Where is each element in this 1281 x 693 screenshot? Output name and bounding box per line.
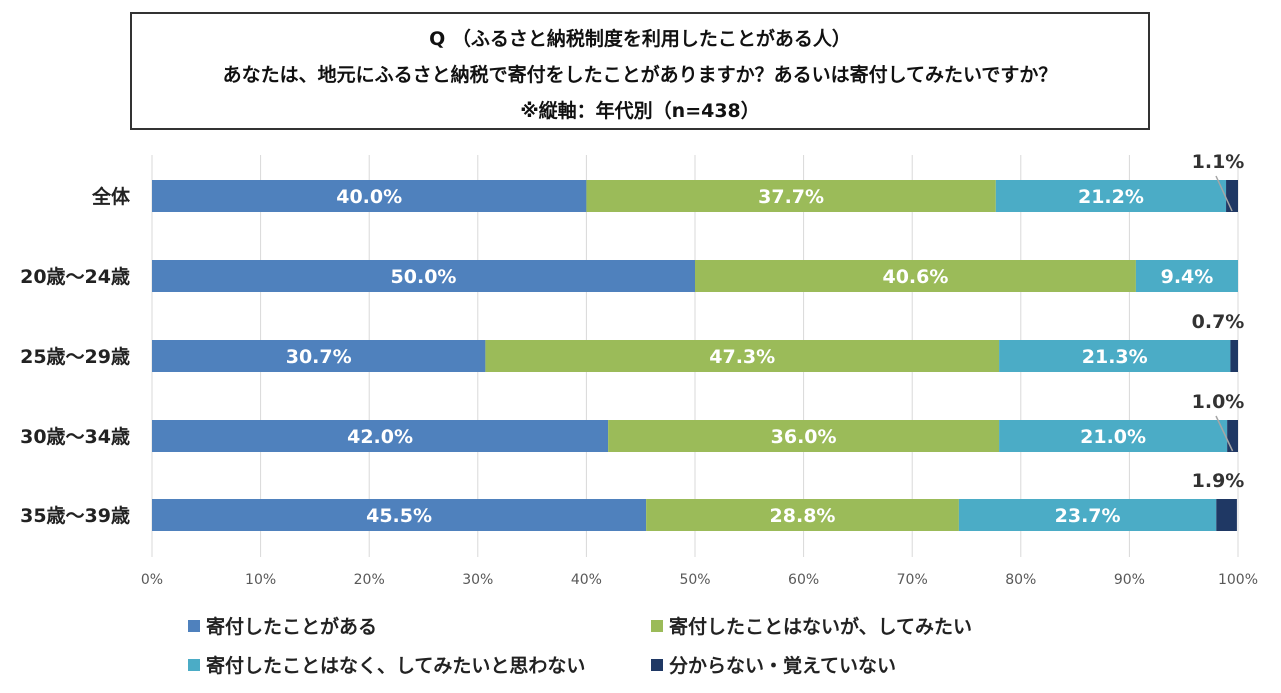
legend-swatch-unknown — [651, 659, 663, 671]
legend-item-unknown: 分からない・覚えていない — [651, 651, 896, 678]
x-tick-label: 50% — [679, 572, 710, 588]
bar-segment — [1227, 420, 1238, 452]
data-label: 28.8% — [770, 505, 836, 527]
legend-label-unknown: 分からない・覚えていない — [669, 655, 897, 677]
legend-swatch-want-to-donate — [651, 620, 663, 632]
legend-item-not-want: 寄付したことはなく、してみたいと思わない — [188, 651, 585, 678]
x-tick-label: 90% — [1114, 572, 1145, 588]
category-label: 35歳～39歳 — [20, 505, 130, 527]
x-tick-label: 0% — [141, 572, 163, 588]
bar-segment — [152, 180, 587, 212]
data-label: 23.7% — [1055, 505, 1121, 527]
data-label: 0.7% — [1192, 311, 1245, 333]
data-label: 21.0% — [1080, 426, 1146, 448]
x-tick-label: 40% — [571, 572, 602, 588]
x-tick-label: 20% — [354, 572, 385, 588]
chart-title-question: Q （ふるさと納税制度を利用したことがある人） — [429, 28, 851, 50]
category-label: 30歳～34歳 — [20, 426, 130, 448]
bar-segment — [999, 420, 1228, 452]
legend-label-want-to-donate: 寄付したことはないが、してみたい — [669, 616, 973, 638]
x-tick-label: 10% — [245, 572, 276, 588]
data-label: 50.0% — [391, 266, 457, 288]
legend-label-donated: 寄付したことがある — [206, 616, 378, 638]
x-tick-label: 30% — [462, 572, 493, 588]
bar-segment — [646, 499, 959, 531]
data-label: 47.3% — [709, 346, 775, 368]
data-label: 40.0% — [336, 186, 402, 208]
bar-segment — [152, 420, 609, 452]
x-tick-label: 80% — [1005, 572, 1036, 588]
data-label: 30.7% — [286, 346, 352, 368]
legend-label-not-want: 寄付したことはなく、してみたいと思わない — [206, 655, 586, 677]
data-label: 21.3% — [1082, 346, 1148, 368]
bar-segment — [1230, 340, 1238, 372]
bar-segment — [1226, 180, 1238, 212]
data-label: 37.7% — [758, 186, 824, 208]
chart-title-axis-note: ※縦軸：年代別（n=438） — [520, 100, 760, 122]
x-tick-label: 70% — [897, 572, 928, 588]
bar-segment — [995, 180, 1227, 212]
bar-segment — [999, 340, 1231, 372]
data-label: 36.0% — [771, 426, 837, 448]
data-label: 45.5% — [366, 505, 432, 527]
leader-line — [1215, 175, 1233, 212]
bar-segment — [608, 420, 1000, 452]
category-label: 全体 — [91, 185, 131, 208]
bar-segment — [586, 180, 996, 212]
bar-segment — [958, 499, 1217, 531]
bar-segment — [152, 260, 695, 292]
x-tick-label: 60% — [788, 572, 819, 588]
leader-line — [1215, 415, 1234, 452]
category-label: 20歳～24歳 — [20, 266, 130, 288]
chart-title-box: Q （ふるさと納税制度を利用したことがある人） あなたは、地元にふるさと納税で寄… — [130, 12, 1150, 130]
data-label: 21.2% — [1078, 186, 1144, 208]
legend-item-donated: 寄付したことがある — [188, 612, 377, 639]
bar-segment — [152, 499, 647, 531]
data-label: 9.4% — [1161, 266, 1214, 288]
legend-swatch-donated — [188, 620, 200, 632]
data-label: 1.0% — [1192, 391, 1245, 413]
bar-segment — [485, 340, 1000, 372]
category-label: 25歳～29歳 — [20, 346, 130, 368]
bar-segment — [695, 260, 1136, 292]
data-label: 40.6% — [882, 266, 948, 288]
data-label: 42.0% — [347, 426, 413, 448]
data-label: 1.1% — [1192, 151, 1245, 173]
bar-segment — [152, 340, 486, 372]
bar-segment — [1216, 499, 1237, 531]
data-label: 1.9% — [1192, 470, 1245, 492]
legend-item-want-to-donate: 寄付したことはないが、してみたい — [651, 612, 972, 639]
legend-swatch-not-want — [188, 659, 200, 671]
bar-segment — [1135, 260, 1238, 292]
x-tick-label: 100% — [1218, 572, 1258, 588]
chart-title-question-text: あなたは、地元にふるさと納税で寄付をしたことがありますか？あるいは寄付してみたい… — [222, 64, 1058, 86]
